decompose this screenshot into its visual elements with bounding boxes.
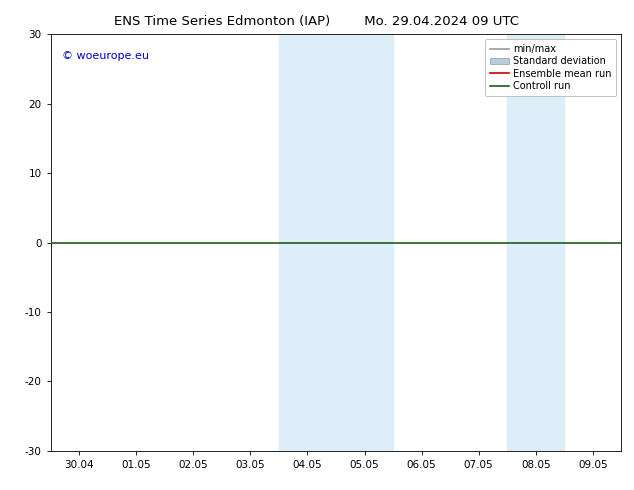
Text: © woeurope.eu: © woeurope.eu [62, 51, 149, 61]
Bar [279, 34, 336, 451]
Legend: min/max, Standard deviation, Ensemble mean run, Controll run: min/max, Standard deviation, Ensemble me… [485, 39, 616, 96]
Text: ENS Time Series Edmonton (IAP)        Mo. 29.04.2024 09 UTC: ENS Time Series Edmonton (IAP) Mo. 29.04… [115, 15, 519, 28]
Bar [507, 34, 564, 451]
Bar [336, 34, 393, 451]
